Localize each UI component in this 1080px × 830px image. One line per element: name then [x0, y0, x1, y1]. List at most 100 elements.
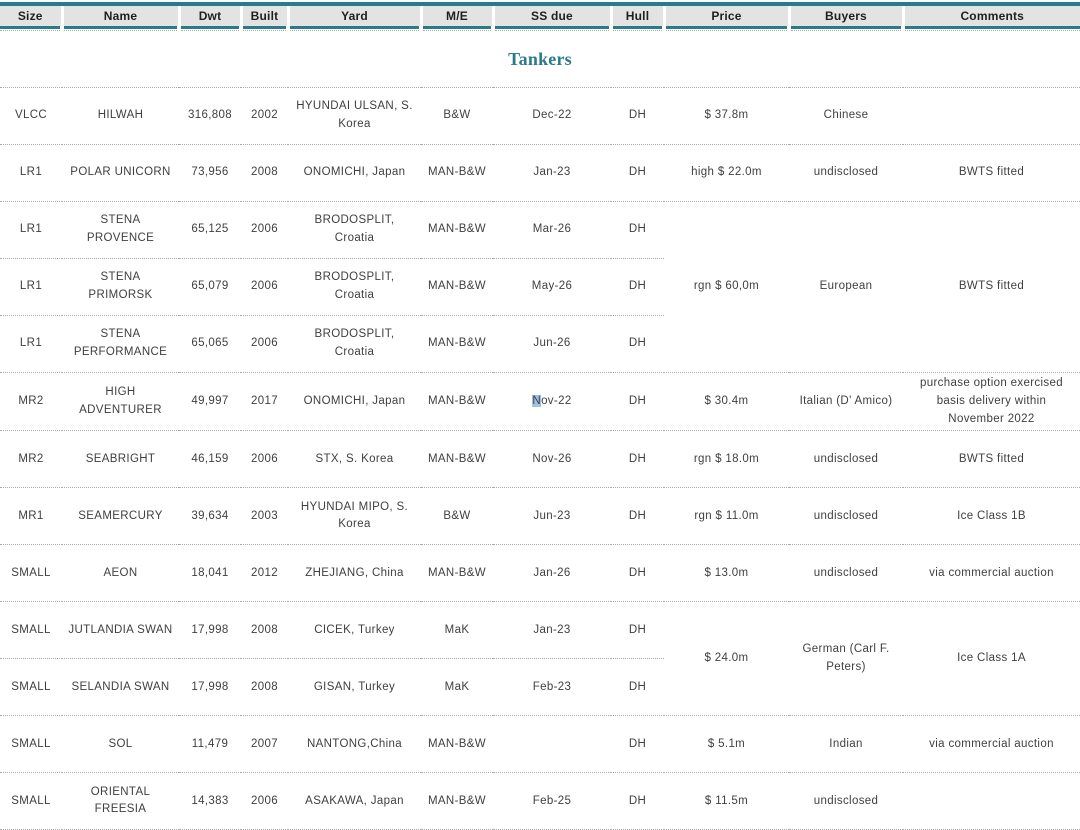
- top-border-segment: [288, 26, 423, 31]
- cell-yard: STX, S. Korea: [288, 430, 421, 489]
- column-header-dwt: Dwt: [179, 2, 243, 28]
- column-header-hull: Hull: [611, 2, 666, 28]
- cell-me: MAN-B&W: [421, 544, 493, 603]
- cell-hull: DH: [611, 601, 664, 660]
- top-border-segment: [611, 26, 666, 31]
- cell-dwt: 73,956: [179, 144, 241, 202]
- cell-buyers: undisclosed: [789, 544, 903, 603]
- column-header-price: Price: [664, 2, 791, 28]
- top-border-segment: [903, 26, 1080, 31]
- cell-name: JUTLANDIA SWAN: [62, 601, 179, 660]
- column-header-me: M/E: [421, 2, 495, 28]
- cell-me: MAN-B&W: [421, 315, 493, 373]
- top-border-segment: [179, 26, 243, 31]
- table-header: Size Name Dwt Built Yard M/E SS due Hull…: [0, 2, 1080, 28]
- cell-price: $ 11.5m: [664, 772, 789, 830]
- cell-hull: DH: [611, 258, 664, 316]
- cell-comments: via commercial auction: [903, 715, 1080, 774]
- cell-built: 2008: [241, 658, 288, 717]
- cell-ss-due: Jan-26: [493, 544, 611, 603]
- cell-dwt: 39,634: [179, 487, 241, 546]
- cell-built: 2002: [241, 87, 288, 145]
- top-border-segment: [62, 26, 181, 31]
- cell-name: STENA PERFORMANCE: [62, 315, 179, 373]
- cell-yard: BRODOSPLIT, Croatia: [288, 258, 421, 316]
- cell-me: MAN-B&W: [421, 258, 493, 316]
- cell-price-merged: rgn $ 60,0m: [664, 201, 789, 373]
- column-header-built: Built: [241, 2, 290, 28]
- cell-hull: DH: [611, 430, 664, 489]
- cell-me: MAN-B&W: [421, 144, 493, 202]
- cell-yard: ZHEJIANG, China: [288, 544, 421, 603]
- cell-me: MAN-B&W: [421, 430, 493, 489]
- page-title: Tankers: [0, 30, 1080, 88]
- cell-name: POLAR UNICORN: [62, 144, 179, 202]
- cell-name: SELANDIA SWAN: [62, 658, 179, 717]
- cell-built: 2008: [241, 601, 288, 660]
- cell-me: MAN-B&W: [421, 201, 493, 259]
- cell-ss-due: Nov-26: [493, 430, 611, 489]
- cell-me: MAN-B&W: [421, 715, 493, 774]
- cell-size: SMALL: [0, 601, 62, 660]
- cell-ss-due: Jun-23: [493, 487, 611, 546]
- table-row: SMALL JUTLANDIA SWAN 17,998 2008 CICEK, Turk…: [0, 601, 1080, 717]
- cell-dwt: 316,808: [179, 87, 241, 145]
- column-header-yard: Yard: [288, 2, 423, 28]
- cell-name: HIGH ADVENTURER: [62, 372, 179, 432]
- cell-name: HILWAH: [62, 87, 179, 145]
- top-border-segments: [0, 26, 1080, 31]
- cell-me: MaK: [421, 601, 493, 660]
- cell-ss-due: Feb-23: [493, 658, 611, 717]
- cell-size: SMALL: [0, 658, 62, 717]
- table-row: MR2 HIGH ADVENTURER 49,997 2017 ONOMICHI, Ja…: [0, 372, 1080, 432]
- cell-built: 2008: [241, 144, 288, 202]
- cell-size: MR2: [0, 372, 62, 432]
- cell-dwt: 49,997: [179, 372, 241, 432]
- cell-dwt: 18,041: [179, 544, 241, 603]
- cell-dwt: 65,125: [179, 201, 241, 259]
- cell-yard: BRODOSPLIT, Croatia: [288, 315, 421, 373]
- cell-ss-due: Jan-23: [493, 144, 611, 202]
- tanker-table-body: VLCC HILWAH 316,808 2002 HYUNDAI ULSAN, S. K…: [0, 87, 1080, 830]
- table-row: MR1 SEAMERCURY 39,634 2003 HYUNDAI MIPO, S. …: [0, 487, 1080, 546]
- cell-comments: BWTS fitted: [903, 430, 1080, 489]
- ss-due-text: ov-22: [541, 394, 572, 407]
- table-row: SMALL SOL 11,479 2007 NANTONG,China MAN-B&W DH…: [0, 715, 1080, 774]
- cell-built: 2006: [241, 258, 288, 316]
- cell-name: ORIENTAL FREESIA: [62, 772, 179, 830]
- cell-size: LR1: [0, 315, 62, 373]
- cell-size: LR1: [0, 144, 62, 202]
- top-border-segment: [241, 26, 290, 31]
- cell-hull: DH: [611, 87, 664, 145]
- table-row: SMALL ORIENTAL FREESIA 14,383 2006 ASAKAWA, …: [0, 772, 1080, 830]
- cell-price: $ 30.4m: [664, 372, 789, 432]
- table-row: SMALL SELANDIA SWAN 17,998 2008 GISAN, Turke…: [0, 658, 1080, 717]
- cell-buyers: undisclosed: [789, 487, 903, 546]
- cell-comments: BWTS fitted: [903, 144, 1080, 202]
- cell-name: SOL: [62, 715, 179, 774]
- cell-yard: NANTONG,China: [288, 715, 421, 774]
- cell-dwt: 17,998: [179, 601, 241, 660]
- table-row: LR1 STENA PRIMORSK 65,079 2006 BRODOSPLIT, C…: [0, 258, 1080, 316]
- cell-built: 2012: [241, 544, 288, 603]
- cell-hull: DH: [611, 144, 664, 202]
- cell-comments: purchase option exercised basis delivery…: [903, 372, 1080, 432]
- cell-hull: DH: [611, 715, 664, 774]
- column-header-comments: Comments: [903, 2, 1080, 28]
- column-header-buyers: Buyers: [789, 2, 905, 28]
- cell-hull: DH: [611, 201, 664, 259]
- cell-dwt: 46,159: [179, 430, 241, 489]
- cell-buyers: Italian (D' Amico): [789, 372, 903, 432]
- cell-yard: ONOMICHI, Japan: [288, 372, 421, 432]
- table-row: LR1 POLAR UNICORN 73,956 2008 ONOMICHI, Japa…: [0, 144, 1080, 202]
- cell-size: SMALL: [0, 544, 62, 603]
- cell-size: LR1: [0, 201, 62, 259]
- cell-hull: DH: [611, 372, 664, 432]
- top-border-segment: [493, 26, 613, 31]
- cell-ss-due: Dec-22: [493, 87, 611, 145]
- table-row: LR1 STENA PERFORMANCE 65,065 2006 BRODOSPLIT…: [0, 315, 1080, 373]
- cell-buyers: Indian: [789, 715, 903, 774]
- cell-hull: DH: [611, 772, 664, 830]
- cell-me: MaK: [421, 658, 493, 717]
